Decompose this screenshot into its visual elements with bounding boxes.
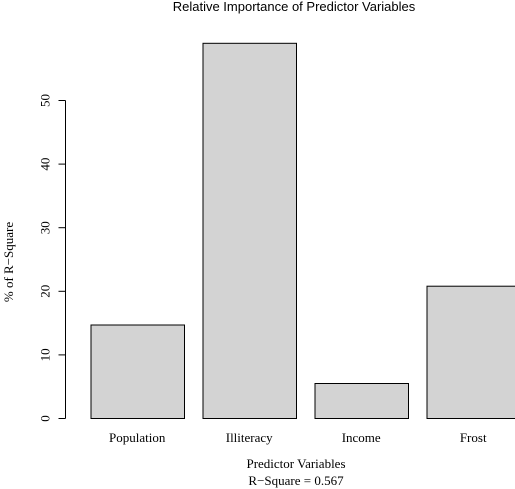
y-tick-label-40: 40 (38, 158, 53, 171)
y-tick-label-0: 0 (38, 415, 53, 422)
bar-population (90, 324, 185, 419)
bars-group (90, 42, 515, 420)
bar-frost (426, 285, 515, 420)
y-tick-label-10: 10 (38, 348, 53, 361)
y-tick-label-20: 20 (38, 285, 53, 298)
x-tick-label-population: Population (109, 430, 166, 445)
bar-illiteracy (202, 42, 297, 420)
x-tick-label-income: Income (342, 430, 381, 445)
y-axis-ticks: 0 10 20 30 40 50 (38, 94, 66, 422)
y-tick-label-50: 50 (38, 94, 53, 107)
chart-title: Relative Importance of Predictor Variabl… (173, 0, 416, 14)
x-tick-label-frost: Frost (460, 430, 487, 445)
y-axis-label: % of R−Square (1, 222, 16, 302)
x-axis-label: Predictor Variables (246, 456, 345, 471)
y-tick-label-30: 30 (38, 221, 53, 234)
x-tick-label-illiteracy: Illiteracy (226, 430, 273, 445)
bar-income (314, 383, 409, 419)
r-square-subtitle: R−Square = 0.567 (248, 473, 344, 488)
x-axis-labels: Population Illiteracy Income Frost (109, 430, 487, 445)
